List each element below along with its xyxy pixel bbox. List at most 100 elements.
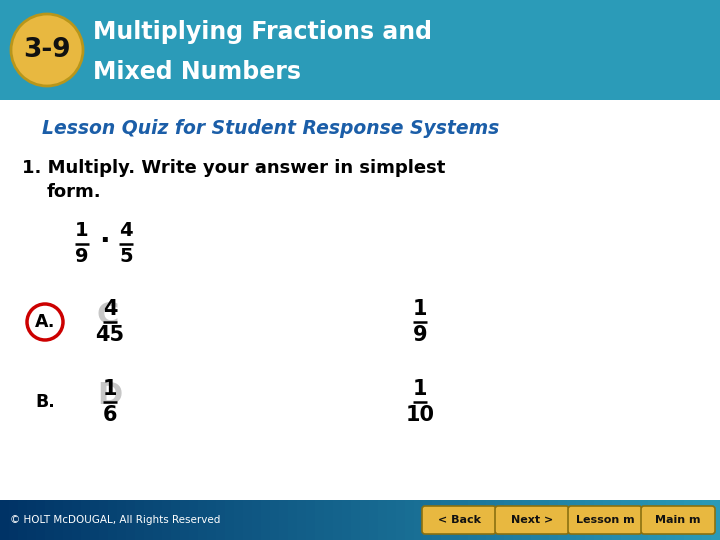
FancyBboxPatch shape xyxy=(477,500,487,540)
FancyBboxPatch shape xyxy=(198,500,208,540)
FancyBboxPatch shape xyxy=(261,500,271,540)
FancyBboxPatch shape xyxy=(378,500,388,540)
FancyBboxPatch shape xyxy=(252,500,262,540)
FancyBboxPatch shape xyxy=(423,500,433,540)
FancyBboxPatch shape xyxy=(90,500,100,540)
FancyBboxPatch shape xyxy=(108,500,118,540)
Text: 1. Multiply. Write your answer in simplest: 1. Multiply. Write your answer in simple… xyxy=(22,159,446,177)
FancyBboxPatch shape xyxy=(621,500,631,540)
FancyBboxPatch shape xyxy=(81,500,91,540)
Text: C: C xyxy=(96,301,120,330)
Text: 1: 1 xyxy=(413,379,427,399)
Text: 4: 4 xyxy=(103,299,117,319)
Ellipse shape xyxy=(11,14,83,86)
Text: D: D xyxy=(97,381,122,410)
FancyBboxPatch shape xyxy=(612,500,622,540)
FancyBboxPatch shape xyxy=(288,500,298,540)
FancyBboxPatch shape xyxy=(648,500,658,540)
FancyBboxPatch shape xyxy=(360,500,370,540)
FancyBboxPatch shape xyxy=(675,500,685,540)
FancyBboxPatch shape xyxy=(225,500,235,540)
Text: form.: form. xyxy=(47,183,102,201)
FancyBboxPatch shape xyxy=(0,500,10,540)
FancyBboxPatch shape xyxy=(387,500,397,540)
FancyBboxPatch shape xyxy=(342,500,352,540)
FancyBboxPatch shape xyxy=(641,506,715,534)
FancyBboxPatch shape xyxy=(144,500,154,540)
Text: 3-9: 3-9 xyxy=(23,37,71,63)
FancyBboxPatch shape xyxy=(549,500,559,540)
FancyBboxPatch shape xyxy=(576,500,586,540)
Text: < Back: < Back xyxy=(438,515,480,525)
FancyBboxPatch shape xyxy=(657,500,667,540)
FancyBboxPatch shape xyxy=(279,500,289,540)
FancyBboxPatch shape xyxy=(396,500,406,540)
FancyBboxPatch shape xyxy=(702,500,712,540)
FancyBboxPatch shape xyxy=(531,500,541,540)
FancyBboxPatch shape xyxy=(405,500,415,540)
FancyBboxPatch shape xyxy=(207,500,217,540)
FancyBboxPatch shape xyxy=(306,500,316,540)
FancyBboxPatch shape xyxy=(315,500,325,540)
FancyBboxPatch shape xyxy=(99,500,109,540)
FancyBboxPatch shape xyxy=(666,500,676,540)
Text: 6: 6 xyxy=(103,405,117,425)
Text: Main m: Main m xyxy=(655,515,701,525)
Text: A.: A. xyxy=(35,313,55,331)
FancyBboxPatch shape xyxy=(369,500,379,540)
FancyBboxPatch shape xyxy=(630,500,640,540)
FancyBboxPatch shape xyxy=(414,500,424,540)
FancyBboxPatch shape xyxy=(126,500,136,540)
FancyBboxPatch shape xyxy=(180,500,190,540)
Text: ·: · xyxy=(99,227,109,255)
FancyBboxPatch shape xyxy=(9,500,19,540)
FancyBboxPatch shape xyxy=(486,500,496,540)
FancyBboxPatch shape xyxy=(234,500,244,540)
Text: 1: 1 xyxy=(413,299,427,319)
Text: Lesson m: Lesson m xyxy=(576,515,634,525)
FancyBboxPatch shape xyxy=(594,500,604,540)
FancyBboxPatch shape xyxy=(270,500,280,540)
FancyBboxPatch shape xyxy=(45,500,55,540)
FancyBboxPatch shape xyxy=(216,500,226,540)
FancyBboxPatch shape xyxy=(603,500,613,540)
FancyBboxPatch shape xyxy=(585,500,595,540)
FancyBboxPatch shape xyxy=(333,500,343,540)
FancyBboxPatch shape xyxy=(495,506,569,534)
FancyBboxPatch shape xyxy=(72,500,82,540)
FancyBboxPatch shape xyxy=(504,500,514,540)
FancyBboxPatch shape xyxy=(189,500,199,540)
FancyBboxPatch shape xyxy=(522,500,532,540)
Text: 1: 1 xyxy=(75,221,89,240)
Text: Next >: Next > xyxy=(511,515,553,525)
FancyBboxPatch shape xyxy=(495,500,505,540)
FancyBboxPatch shape xyxy=(135,500,145,540)
Text: Lesson Quiz for Student Response Systems: Lesson Quiz for Student Response Systems xyxy=(42,118,499,138)
FancyBboxPatch shape xyxy=(297,500,307,540)
FancyBboxPatch shape xyxy=(422,506,496,534)
FancyBboxPatch shape xyxy=(36,500,46,540)
Text: 10: 10 xyxy=(405,405,434,425)
FancyBboxPatch shape xyxy=(450,500,460,540)
Text: 9: 9 xyxy=(76,247,89,267)
FancyBboxPatch shape xyxy=(162,500,172,540)
FancyBboxPatch shape xyxy=(18,500,28,540)
FancyBboxPatch shape xyxy=(558,500,568,540)
FancyBboxPatch shape xyxy=(513,500,523,540)
FancyBboxPatch shape xyxy=(639,500,649,540)
FancyBboxPatch shape xyxy=(567,500,577,540)
Text: Multiplying Fractions and: Multiplying Fractions and xyxy=(93,20,432,44)
FancyBboxPatch shape xyxy=(54,500,64,540)
FancyBboxPatch shape xyxy=(117,500,127,540)
Text: 9: 9 xyxy=(413,325,427,345)
FancyBboxPatch shape xyxy=(171,500,181,540)
FancyBboxPatch shape xyxy=(568,506,642,534)
Text: Mixed Numbers: Mixed Numbers xyxy=(93,60,301,84)
FancyBboxPatch shape xyxy=(432,500,442,540)
FancyBboxPatch shape xyxy=(153,500,163,540)
Text: © HOLT McDOUGAL, All Rights Reserved: © HOLT McDOUGAL, All Rights Reserved xyxy=(10,515,220,525)
Text: 5: 5 xyxy=(120,247,132,267)
FancyBboxPatch shape xyxy=(684,500,694,540)
Text: B.: B. xyxy=(35,393,55,411)
FancyBboxPatch shape xyxy=(459,500,469,540)
